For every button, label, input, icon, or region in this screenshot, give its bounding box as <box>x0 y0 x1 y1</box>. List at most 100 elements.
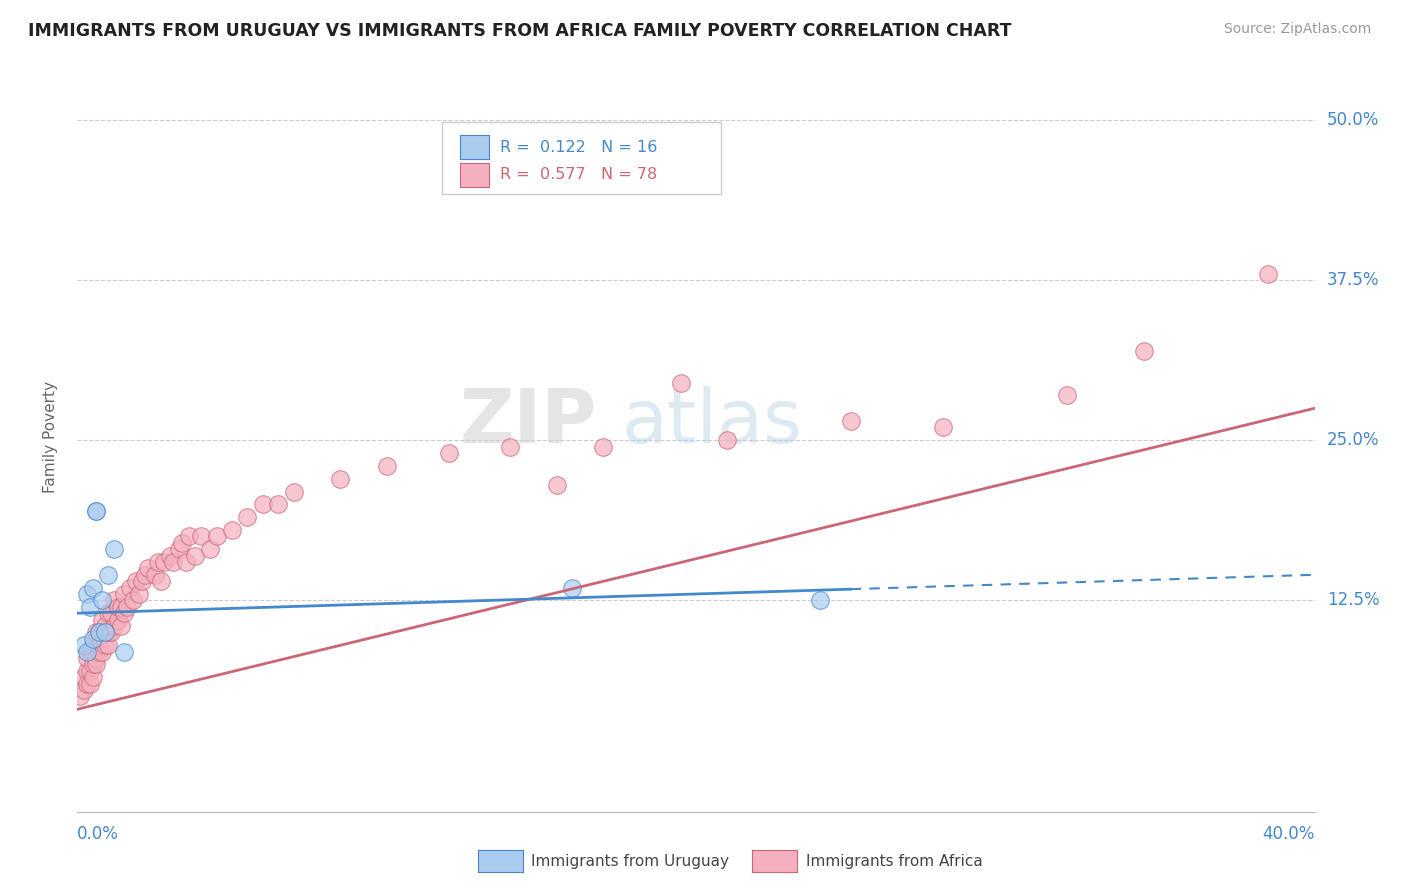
Text: 12.5%: 12.5% <box>1327 591 1379 609</box>
Point <box>146 555 169 569</box>
Point <box>499 440 522 454</box>
Point <box>79 645 101 659</box>
Point <box>122 593 145 607</box>
Point <box>437 446 460 460</box>
Point <box>159 549 181 563</box>
Text: Immigrants from Uruguay: Immigrants from Uruguay <box>531 855 730 869</box>
Point <box>69 690 91 704</box>
Point <box>97 606 120 620</box>
Point <box>125 574 148 589</box>
Point <box>128 587 150 601</box>
Point <box>236 510 259 524</box>
Point <box>149 574 172 589</box>
Text: atlas: atlas <box>621 385 803 458</box>
Text: Source: ZipAtlas.com: Source: ZipAtlas.com <box>1223 22 1371 37</box>
Point <box>592 440 614 454</box>
Point <box>174 555 197 569</box>
Point <box>100 606 122 620</box>
Point <box>669 376 692 390</box>
Point <box>84 625 107 640</box>
Point <box>112 645 135 659</box>
Point <box>221 523 243 537</box>
Point <box>87 625 110 640</box>
Point <box>76 676 98 690</box>
Point <box>72 638 94 652</box>
Point <box>252 497 274 511</box>
Point <box>561 581 583 595</box>
Point <box>91 593 114 607</box>
Point <box>79 664 101 678</box>
Point <box>184 549 207 563</box>
Point <box>375 458 398 473</box>
Point <box>190 529 212 543</box>
Point <box>87 638 110 652</box>
Point <box>84 657 107 672</box>
Text: IMMIGRANTS FROM URUGUAY VS IMMIGRANTS FROM AFRICA FAMILY POVERTY CORRELATION CHA: IMMIGRANTS FROM URUGUAY VS IMMIGRANTS FR… <box>28 22 1012 40</box>
Point <box>87 645 110 659</box>
Point <box>84 632 107 646</box>
Point <box>546 478 568 492</box>
Point <box>131 574 153 589</box>
Point <box>115 599 138 614</box>
FancyBboxPatch shape <box>460 135 489 159</box>
Point <box>839 414 862 428</box>
Point <box>134 567 156 582</box>
Point <box>82 657 104 672</box>
Text: 50.0%: 50.0% <box>1327 112 1379 129</box>
Point <box>72 670 94 684</box>
Point <box>103 542 125 557</box>
Text: 25.0%: 25.0% <box>1327 432 1379 450</box>
Text: 37.5%: 37.5% <box>1327 271 1379 289</box>
Point <box>100 625 122 640</box>
Point <box>169 542 191 557</box>
Point <box>143 567 166 582</box>
Text: ZIP: ZIP <box>460 385 598 458</box>
Point <box>107 613 129 627</box>
Point <box>79 676 101 690</box>
Point <box>97 625 120 640</box>
Point <box>283 484 305 499</box>
Point <box>94 638 117 652</box>
Point <box>76 587 98 601</box>
Point <box>808 593 831 607</box>
Point <box>72 683 94 698</box>
Text: Family Poverty: Family Poverty <box>42 381 58 493</box>
Point <box>153 555 176 569</box>
Point <box>200 542 222 557</box>
Point <box>172 535 194 549</box>
Point <box>82 670 104 684</box>
Point <box>76 651 98 665</box>
Point <box>118 581 141 595</box>
Point <box>82 632 104 646</box>
Point <box>94 625 117 640</box>
Point <box>110 619 132 633</box>
Point <box>94 619 117 633</box>
Point <box>138 561 160 575</box>
Point <box>205 529 228 543</box>
Point <box>91 645 114 659</box>
Text: 40.0%: 40.0% <box>1263 824 1315 843</box>
Point <box>1257 267 1279 281</box>
Point <box>103 619 125 633</box>
Point <box>87 625 110 640</box>
Point <box>82 645 104 659</box>
Point <box>329 472 352 486</box>
Point <box>267 497 290 511</box>
Text: R =  0.577   N = 78: R = 0.577 N = 78 <box>501 168 658 182</box>
Point <box>91 625 114 640</box>
Point <box>84 651 107 665</box>
Point <box>162 555 184 569</box>
Point <box>79 599 101 614</box>
Text: Immigrants from Africa: Immigrants from Africa <box>806 855 983 869</box>
Text: 0.0%: 0.0% <box>77 824 120 843</box>
Point <box>76 664 98 678</box>
Point <box>177 529 200 543</box>
FancyBboxPatch shape <box>443 122 721 194</box>
Point <box>84 504 107 518</box>
Point <box>107 599 129 614</box>
Point <box>97 567 120 582</box>
Point <box>112 606 135 620</box>
Text: R =  0.122   N = 16: R = 0.122 N = 16 <box>501 140 658 154</box>
Point <box>932 420 955 434</box>
Point <box>97 638 120 652</box>
